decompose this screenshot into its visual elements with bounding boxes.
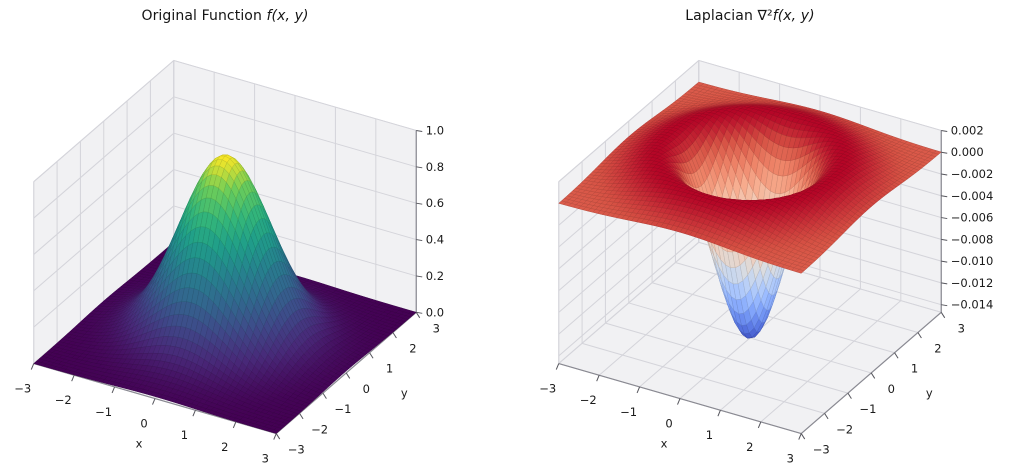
plot-title-original-function: Original Function f(x, y) bbox=[141, 8, 308, 24]
title-math: f(x, y) bbox=[772, 8, 815, 24]
title-text: Original Function bbox=[141, 8, 267, 24]
panel-laplacian: Laplacian ∇²f(x, y) bbox=[512, 0, 1024, 474]
title-math: f(x, y) bbox=[266, 8, 309, 24]
surface-plot-original-function-canvas bbox=[0, 0, 512, 474]
title-text: Laplacian bbox=[685, 8, 758, 24]
plot-title-laplacian: Laplacian ∇²f(x, y) bbox=[685, 8, 814, 24]
panel-original-function: Original Function f(x, y) bbox=[0, 0, 512, 474]
surface-plot-laplacian-canvas bbox=[512, 0, 1024, 474]
title-operator: ∇² bbox=[757, 8, 773, 24]
